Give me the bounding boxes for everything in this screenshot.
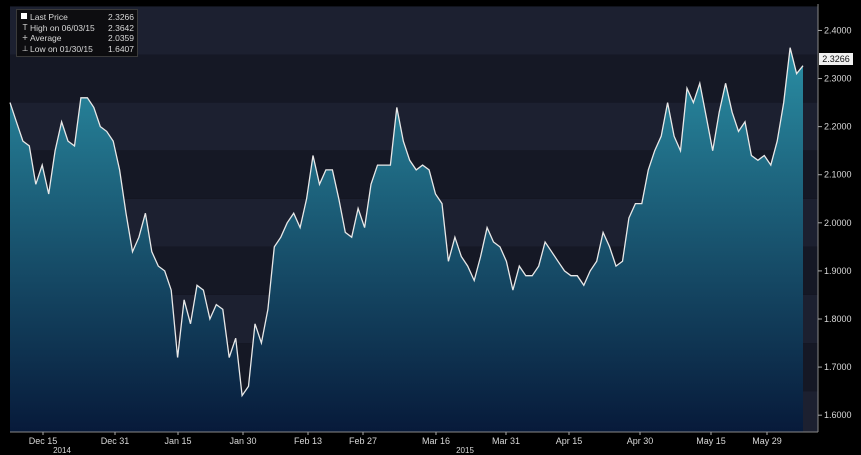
legend-value: 2.3266 [108,12,134,22]
chart-legend: Last Price 2.3266 T High on 06/03/15 2.36… [16,9,138,57]
grid-band [10,54,818,103]
x-tick-label: Dec 15 [29,436,58,446]
legend-row-high: T High on 06/03/15 2.3642 [20,23,134,34]
legend-row-low: ⊥ Low on 01/30/15 1.6407 [20,44,134,55]
x-tick-label: Mar 16 [422,436,450,446]
x-tick-label: Mar 31 [492,436,520,446]
year-label: 2015 [456,446,474,455]
legend-value: 1.6407 [108,43,134,54]
low-marker-icon: ⊥ [21,43,29,53]
x-tick-label: Apr 15 [556,436,583,446]
y-tick-label: 1.6000 [824,410,852,420]
high-marker-icon: T [22,22,28,32]
y-tick-label: 1.8000 [824,314,852,324]
box-icon [20,12,30,23]
grid-band [10,6,818,55]
x-tick-label: May 29 [752,436,782,446]
y-tick-label: 2.4000 [824,25,852,35]
x-tick-label: Feb 27 [349,436,377,446]
y-tick-label: 2.3000 [824,74,852,84]
y-tick-label: 2.0000 [824,218,852,228]
average-marker-icon: + [21,33,29,42]
y-tick-label: 2.2000 [824,122,852,132]
legend-row-average: + Average 2.0359 [20,33,134,44]
legend-value: 2.3642 [108,22,134,33]
legend-value: 2.0359 [108,33,134,43]
year-label: 2014 [53,446,71,455]
last-price-tag: 2.3266 [819,53,853,65]
legend-label: Low on 01/30/15 [30,43,93,54]
y-axis: 1.6000 1.7000 1.8000 1.9000 2.0000 2.1000 2.20… [817,4,852,432]
x-tick-label: Feb 13 [294,436,322,446]
x-tick-label: Apr 30 [627,436,654,446]
legend-label: Last Price [30,12,68,22]
x-axis: Dec 15 Dec 31 Jan 15 Jan 30 Feb 13 Feb 27 Mar … [10,431,818,455]
legend-label: High on 06/03/15 [30,22,95,33]
y-tick-label: 1.9000 [824,266,852,276]
x-tick-label: Jan 15 [164,436,191,446]
x-tick-label: Jan 30 [229,436,256,446]
y-tick-label: 2.1000 [824,170,852,180]
price-line [9,47,804,398]
x-tick-label: May 15 [696,436,726,446]
price-area-fill [10,47,803,432]
y-tick-label: 1.7000 [824,362,852,372]
legend-row-last-price: Last Price 2.3266 [20,12,134,23]
x-tick-label: Dec 31 [101,436,130,446]
legend-label: Average [30,33,62,43]
